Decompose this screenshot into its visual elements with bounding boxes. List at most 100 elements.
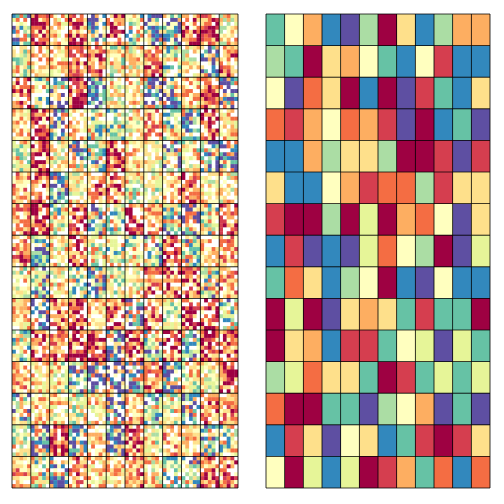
mosaic-cell <box>148 85 152 89</box>
mosaic-cell <box>69 148 73 152</box>
mosaic-cell <box>80 42 84 46</box>
mosaic-cell <box>23 125 27 129</box>
mosaic-cell <box>215 271 219 275</box>
mosaic-cell <box>57 34 61 38</box>
mosaic-cell <box>204 334 208 338</box>
mosaic-cell <box>121 279 125 283</box>
mosaic-cell <box>148 354 152 358</box>
mosaic-cell <box>163 219 167 223</box>
mosaic-cell <box>125 370 129 374</box>
mosaic-cell <box>159 101 163 105</box>
mosaic-cell <box>80 152 84 156</box>
mosaic-cell <box>61 140 65 144</box>
mosaic-cell <box>69 121 73 125</box>
mosaic-cell <box>140 397 144 401</box>
mosaic-cell <box>174 291 178 295</box>
mosaic-cell <box>12 105 16 109</box>
mosaic-cell <box>136 283 140 287</box>
mosaic-cell <box>140 302 144 306</box>
mosaic-cell <box>204 326 208 330</box>
mosaic-cell <box>129 239 133 243</box>
mosaic-cell <box>136 413 140 417</box>
mosaic-cell <box>189 389 193 393</box>
mosaic-cell <box>42 302 46 306</box>
mosaic-cell <box>27 231 31 235</box>
mosaic-cell <box>27 204 31 208</box>
mosaic-cell <box>212 338 216 342</box>
mosaic-cell <box>69 97 73 101</box>
mosaic-cell <box>163 148 167 152</box>
mosaic-cell <box>178 263 182 267</box>
mosaic-cell <box>151 113 155 117</box>
mosaic-cell <box>95 413 99 417</box>
mosaic-cell <box>223 69 227 73</box>
mosaic-cell <box>159 172 163 176</box>
mosaic-cell <box>117 413 121 417</box>
mosaic-cell <box>91 271 95 275</box>
mosaic-cell <box>140 259 144 263</box>
mosaic-cell <box>133 105 137 109</box>
mosaic-cell <box>215 101 219 105</box>
mosaic-cell <box>69 239 73 243</box>
mosaic-cell <box>166 14 170 18</box>
mosaic-cell <box>230 136 234 140</box>
mosaic-cell <box>148 366 152 370</box>
mosaic-cell <box>155 366 159 370</box>
mosaic-cell <box>219 239 223 243</box>
mosaic-cell <box>144 291 148 295</box>
mosaic-cell <box>204 160 208 164</box>
mosaic-cell <box>193 291 197 295</box>
mosaic-cell <box>38 271 42 275</box>
mosaic-cell <box>189 22 193 26</box>
mosaic-cell <box>230 160 234 164</box>
mosaic-cell <box>200 46 204 50</box>
mosaic-cell <box>185 113 189 117</box>
mosaic-cell <box>178 362 182 366</box>
mosaic-cell <box>208 212 212 216</box>
mosaic-cell <box>182 93 186 97</box>
mosaic-cell <box>117 85 121 89</box>
mosaic-cell <box>193 22 197 26</box>
mosaic-cell <box>12 342 16 346</box>
mosaic-cell <box>99 294 103 298</box>
mosaic-cell <box>178 215 182 219</box>
mosaic-cell <box>50 85 54 89</box>
mosaic-cell <box>215 291 219 295</box>
mosaic-cell <box>144 358 148 362</box>
mosaic-cell <box>193 38 197 42</box>
mosaic-cell <box>193 263 197 267</box>
mosaic-cell <box>16 405 20 409</box>
mosaic-cell <box>227 405 231 409</box>
mosaic-cell <box>121 196 125 200</box>
mosaic-cell <box>35 18 39 22</box>
mosaic-cell <box>140 255 144 259</box>
mosaic-cell <box>57 271 61 275</box>
mosaic-cell <box>166 409 170 413</box>
mosaic-cell <box>166 381 170 385</box>
mosaic-cell <box>117 101 121 105</box>
mosaic-cell <box>27 334 31 338</box>
mosaic-cell <box>208 366 212 370</box>
mosaic-cell <box>189 30 193 34</box>
mosaic-cell <box>65 97 69 101</box>
mosaic-cell <box>99 283 103 287</box>
mosaic-cell <box>99 73 103 77</box>
mosaic-cell <box>20 302 24 306</box>
mosaic-cell <box>182 334 186 338</box>
mosaic-cell <box>110 93 114 97</box>
mosaic-cell <box>212 393 216 397</box>
mosaic-cell <box>166 180 170 184</box>
mosaic-cell <box>106 160 110 164</box>
mosaic-cell <box>61 208 65 212</box>
mosaic-cell <box>114 338 118 342</box>
mosaic-cell <box>163 212 167 216</box>
mosaic-cell <box>91 409 95 413</box>
mosaic-cell <box>38 397 42 401</box>
mosaic-cell <box>80 34 84 38</box>
mosaic-cell <box>31 164 35 168</box>
mosaic-cell <box>197 172 201 176</box>
mosaic-cell <box>27 381 31 385</box>
mosaic-cell <box>155 61 159 65</box>
mosaic-cell <box>129 81 133 85</box>
mosaic-cell <box>159 204 163 208</box>
